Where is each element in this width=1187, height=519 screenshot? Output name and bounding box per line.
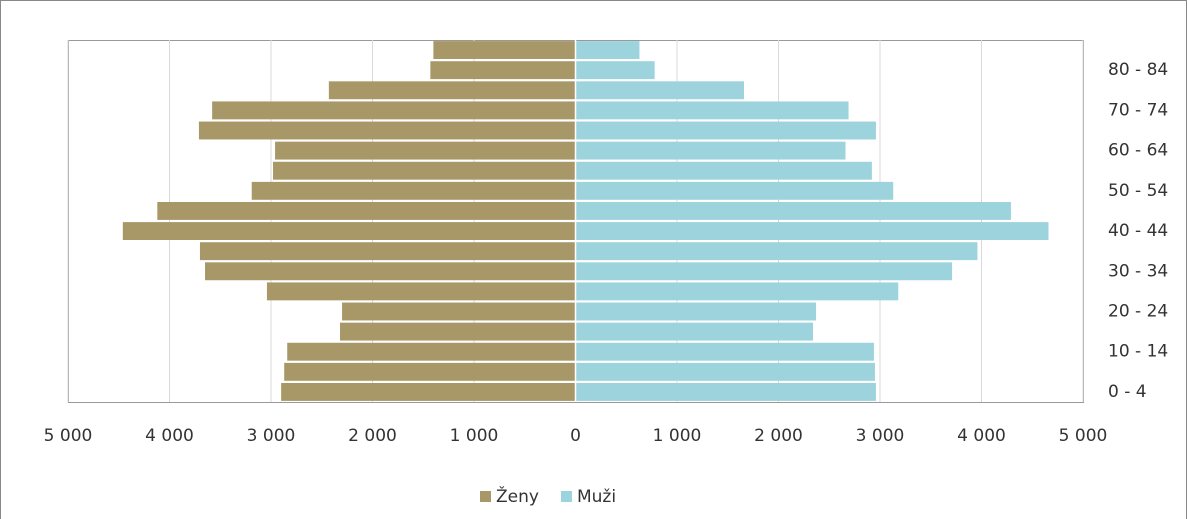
bar	[575, 282, 899, 301]
bar	[287, 342, 576, 361]
bar	[575, 121, 876, 140]
bar	[575, 242, 978, 261]
bar	[212, 101, 576, 120]
y-tick-label: 0 - 4	[1108, 382, 1147, 402]
bar	[273, 161, 576, 180]
bar	[266, 282, 576, 301]
x-tick-label: 2 000	[754, 426, 803, 446]
bar	[281, 382, 576, 401]
x-tick-label: 3 000	[247, 426, 296, 446]
x-tick-label: 4 000	[145, 426, 194, 446]
x-tick-label: 5 000	[44, 426, 93, 446]
y-tick-label: 10 - 14	[1108, 342, 1168, 362]
legend-swatch	[560, 491, 572, 502]
legend-swatch	[480, 491, 491, 502]
bar	[205, 262, 576, 281]
bar	[430, 61, 576, 80]
x-tick-label: 5 000	[1059, 426, 1108, 446]
y-tick-label: 60 - 64	[1108, 141, 1168, 161]
bar	[198, 121, 576, 140]
bar	[157, 201, 576, 220]
bar	[433, 41, 576, 60]
bar	[575, 322, 814, 341]
bar	[251, 181, 576, 200]
legend-label: Ženy	[496, 485, 539, 507]
bar	[575, 81, 744, 100]
bar	[575, 382, 876, 401]
bar	[575, 222, 1049, 241]
y-tick-label: 30 - 34	[1108, 261, 1168, 281]
y-tick-label: 50 - 54	[1108, 181, 1168, 201]
x-tick-label: 2 000	[348, 426, 397, 446]
legend-label: Muži	[577, 487, 616, 507]
bar	[575, 161, 872, 180]
bar	[575, 201, 1011, 220]
bar	[575, 302, 817, 321]
x-tick-label: 3 000	[856, 426, 905, 446]
bar	[575, 101, 849, 120]
bar	[340, 322, 576, 341]
bar	[284, 362, 576, 381]
bar	[575, 362, 875, 381]
bar	[275, 141, 576, 160]
x-tick-label: 1 000	[450, 426, 499, 446]
y-tick-label: 70 - 74	[1108, 100, 1168, 120]
y-tick-label: 80 - 84	[1108, 60, 1168, 80]
y-tick-label: 40 - 44	[1108, 221, 1168, 241]
bar	[342, 302, 576, 321]
bar	[575, 141, 846, 160]
bar	[575, 342, 874, 361]
y-tick-label: 20 - 24	[1108, 302, 1168, 322]
x-tick-label: 0	[570, 426, 581, 446]
bar	[575, 41, 640, 60]
bar	[199, 242, 576, 261]
x-tick-label: 1 000	[653, 426, 702, 446]
bar	[122, 222, 576, 241]
bar	[575, 262, 953, 281]
bar	[575, 181, 894, 200]
bar	[328, 81, 576, 100]
x-tick-label: 4 000	[957, 426, 1006, 446]
bar	[575, 61, 655, 80]
